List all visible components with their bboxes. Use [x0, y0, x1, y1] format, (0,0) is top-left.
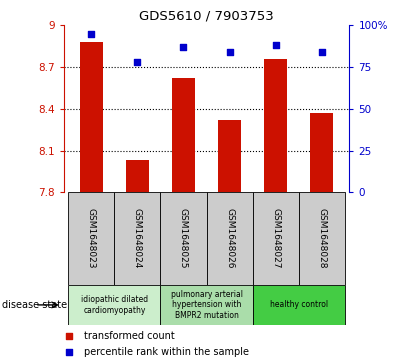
- Bar: [206, 192, 253, 285]
- Text: idiopathic dilated
cardiomyopathy: idiopathic dilated cardiomyopathy: [81, 295, 148, 315]
- Text: GSM1648023: GSM1648023: [87, 208, 96, 269]
- Text: disease state: disease state: [2, 300, 67, 310]
- Point: [226, 49, 233, 55]
- Bar: [310, 113, 333, 192]
- Bar: [68, 192, 114, 285]
- Text: percentile rank within the sample: percentile rank within the sample: [84, 347, 249, 357]
- Bar: [264, 59, 287, 192]
- Point: [319, 49, 325, 55]
- Point: [272, 42, 279, 48]
- Bar: [114, 192, 160, 285]
- Title: GDS5610 / 7903753: GDS5610 / 7903753: [139, 10, 274, 23]
- Text: GSM1648028: GSM1648028: [317, 208, 326, 269]
- Bar: [68, 285, 160, 325]
- Point: [66, 333, 73, 339]
- Point: [134, 59, 141, 65]
- Bar: [126, 160, 149, 192]
- Point: [66, 349, 73, 355]
- Bar: [253, 285, 345, 325]
- Point: [88, 31, 95, 37]
- Text: GSM1648026: GSM1648026: [225, 208, 234, 269]
- Bar: [172, 78, 195, 192]
- Point: [180, 44, 187, 50]
- Text: GSM1648024: GSM1648024: [133, 208, 142, 269]
- Bar: [218, 120, 241, 192]
- Text: transformed count: transformed count: [84, 331, 174, 341]
- Text: GSM1648027: GSM1648027: [271, 208, 280, 269]
- Bar: [299, 192, 345, 285]
- Bar: [160, 192, 207, 285]
- Bar: [160, 285, 253, 325]
- Bar: [80, 42, 103, 192]
- Text: GSM1648025: GSM1648025: [179, 208, 188, 269]
- Text: pulmonary arterial
hypertension with
BMPR2 mutation: pulmonary arterial hypertension with BMP…: [171, 290, 242, 320]
- Bar: [253, 192, 299, 285]
- Text: healthy control: healthy control: [270, 301, 328, 309]
